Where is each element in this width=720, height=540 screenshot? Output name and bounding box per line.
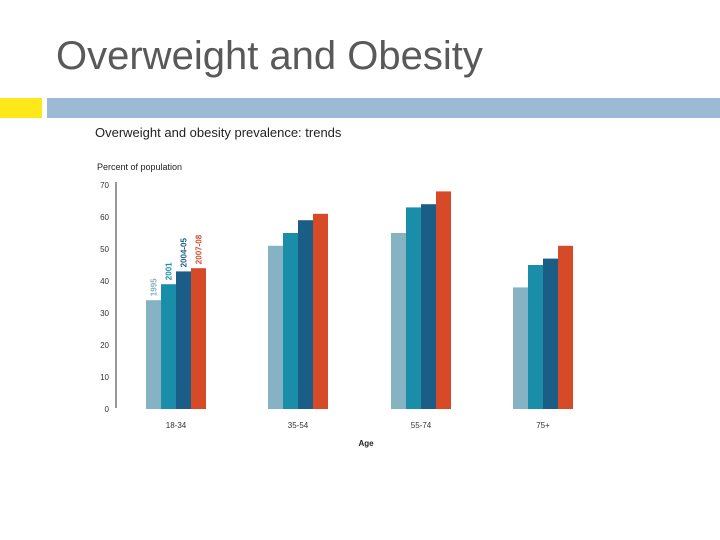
x-tick-label: 35-54 [288,421,309,430]
series-label-2001: 2001 [165,262,174,280]
y-tick-label: 10 [100,373,109,382]
x-tick-label: 55-74 [411,421,432,430]
bar-1995-75+ [513,287,528,409]
x-tick-label: 75+ [536,421,550,430]
bar-2004-05-18-34 [176,271,191,409]
y-tick-label: 20 [100,341,109,350]
bar-1995-18-34 [146,300,161,409]
bar-1995-55-74 [391,233,406,409]
y-axis-label: Percent of population [97,162,182,172]
slide-title: Overweight and Obesity [56,34,483,78]
bar-2001-35-54 [283,233,298,409]
series-label-2004-05: 2004-05 [180,237,189,267]
y-tick-label: 70 [100,181,109,190]
bar-2004-05-75+ [543,258,558,409]
y-tick-label: 30 [100,309,109,318]
bar-2001-18-34 [161,284,176,409]
bar-2001-75+ [528,265,543,409]
x-ticks: 18-34 35-54 55-74 75+ [166,421,550,430]
y-ticks: 0 10 20 30 40 50 60 70 [100,181,109,414]
y-tick-label: 60 [100,213,109,222]
bar-2007-08-55-74 [436,191,451,409]
y-tick-label: 0 [105,405,110,414]
chart-title: Overweight and obesity prevalence: trend… [95,125,342,140]
bar-2007-08-35-54 [313,213,328,409]
bars [146,191,573,409]
bar-2004-05-35-54 [298,220,313,409]
bar-2007-08-75+ [558,245,573,409]
bar-1995-35-54 [268,245,283,409]
bar-2001-55-74 [406,207,421,409]
accent-bar-yellow [0,98,42,118]
bar-2007-08-18-34 [191,268,206,409]
accent-bar-blue [47,98,720,118]
bar-2004-05-55-74 [421,204,436,409]
series-labels: 1995 2001 2004-05 2007-08 [150,234,204,296]
y-tick-label: 50 [100,245,109,254]
x-axis-label: Age [358,439,374,448]
y-tick-label: 40 [100,277,109,286]
x-tick-label: 18-34 [166,421,187,430]
series-label-2007-08: 2007-08 [195,234,204,264]
series-label-1995: 1995 [150,278,159,296]
